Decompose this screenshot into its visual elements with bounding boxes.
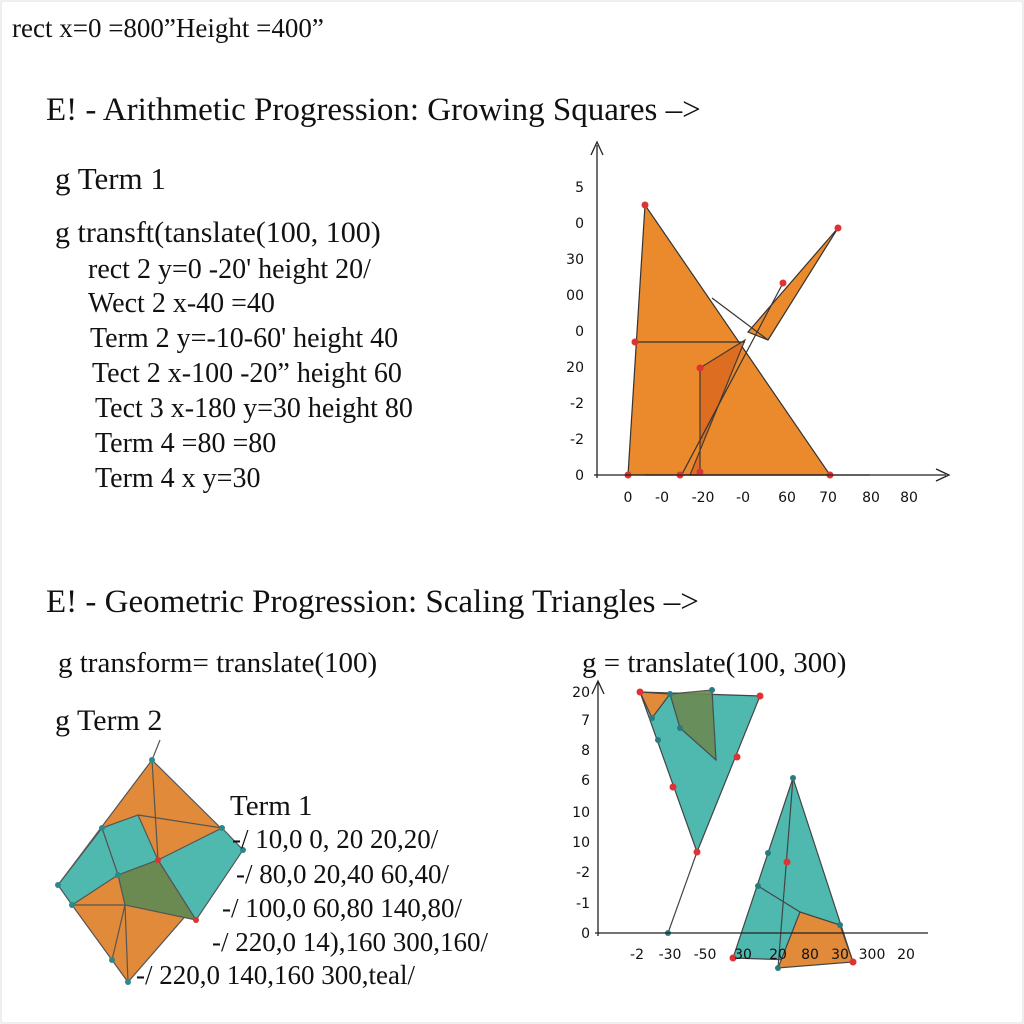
- code-line: -/ 80,0 20,40 60,40/: [236, 859, 449, 889]
- y-tick-label: 0: [575, 324, 584, 340]
- code-line: Term 4 =80 =80: [95, 428, 276, 459]
- header: rect x=0 =800”Height =400”: [12, 13, 324, 43]
- code-line: Term 4 x y=30: [95, 463, 260, 494]
- y-tick-label: 10: [572, 835, 590, 851]
- code-line: Wect 2 x-40 =40: [88, 288, 275, 319]
- x-tick-label: 30: [831, 947, 849, 963]
- x-tick-label: 80: [900, 490, 918, 506]
- y-tick-label: -2: [570, 432, 584, 448]
- x-tick-label: -20: [692, 490, 715, 506]
- x-tick-label: 70: [819, 490, 837, 506]
- code-line: Tect 3 x-180 y=30 height 80: [95, 393, 413, 424]
- y-tick-label: 0: [581, 926, 590, 942]
- section-title: E! - Geometric Progression: Scaling Tria…: [46, 584, 699, 620]
- code-line: -/ 220,0 140,160 300,teal/: [136, 960, 415, 990]
- code-line: Term 2 y=-10-60' height 40: [90, 323, 398, 354]
- x-tick-label: -30: [659, 947, 682, 963]
- y-tick-label: 7: [581, 713, 590, 729]
- y-tick-label: 6: [581, 773, 590, 789]
- code-line: Tect 2 x-100 -20” height 60: [92, 358, 402, 389]
- x-tick-label: 30: [734, 947, 752, 963]
- section-title: E! - Arithmetic Progression: Growing Squ…: [46, 92, 701, 128]
- x-tick-label: 60: [778, 490, 796, 506]
- code-line: -/ 100,0 60,80 140,80/: [222, 893, 462, 923]
- code-line: Term 1: [230, 790, 313, 822]
- x-tick-label: -0: [655, 490, 669, 506]
- code-line: -/ 220,0 14),160 300,160/: [212, 927, 488, 957]
- y-tick-label: 00: [566, 288, 584, 304]
- y-tick-label: -2: [570, 396, 584, 412]
- x-tick-label: 20: [897, 947, 915, 963]
- y-tick-label: -2: [576, 865, 590, 881]
- x-tick-label: -2: [630, 947, 644, 963]
- code-line: g = translate(100, 300): [582, 647, 846, 679]
- x-tick-label: 20: [769, 947, 787, 963]
- x-tick-label: 80: [801, 947, 819, 963]
- code-line: -/ 10,0 0, 20 20,20/: [232, 824, 439, 854]
- x-tick-label: 80: [862, 490, 880, 506]
- code-line: g transft(tanslate(100, 100): [55, 216, 381, 249]
- plot-2-shapes: [636, 687, 857, 971]
- y-tick-label: 20: [572, 685, 590, 701]
- y-tick-label: 10: [572, 805, 590, 821]
- x-tick-label: -0: [736, 490, 750, 506]
- y-tick-label: 0: [575, 468, 584, 484]
- code-line: rect 2 y=0 -20' height 20/: [88, 254, 371, 285]
- y-tick-label: -1: [576, 896, 590, 912]
- polyhedron: [55, 739, 246, 985]
- y-tick-label: 8: [581, 743, 590, 759]
- x-tick-label: -50: [694, 947, 717, 963]
- axes: [590, 140, 951, 936]
- texts: rect x=0 =800”Height =400” E! - Arithmeti…: [12, 13, 918, 990]
- y-tick-label: 30: [566, 252, 584, 268]
- y-tick-label: 20: [566, 360, 584, 376]
- code-line: g transform= translate(100): [58, 647, 377, 679]
- code-line: g Term 1: [55, 161, 166, 196]
- x-tick-label: 0: [624, 490, 633, 506]
- y-tick-label: 0: [575, 216, 584, 232]
- x-tick-label: 300: [859, 947, 886, 963]
- y-tick-label: 5: [575, 180, 584, 196]
- code-line: g Term 2: [55, 704, 162, 737]
